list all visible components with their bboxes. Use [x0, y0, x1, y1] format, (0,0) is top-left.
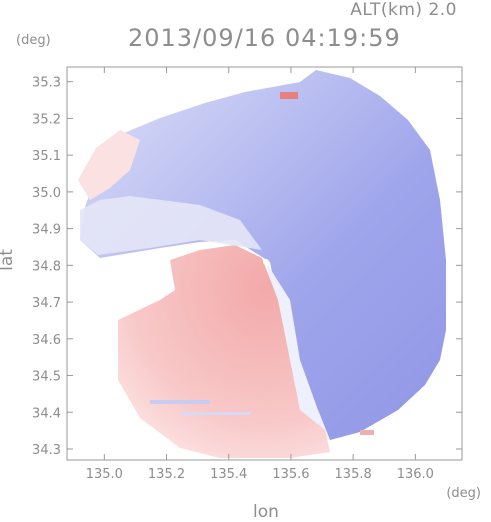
- x-tick-label: 135.0: [86, 467, 123, 482]
- x-axis-label: lon: [253, 502, 279, 522]
- axis-ticks: [67, 67, 462, 460]
- y-tick-label: 34.4: [32, 406, 61, 421]
- y-tick-label: 34.8: [32, 259, 61, 274]
- lon-unit-label: (deg): [446, 486, 481, 501]
- x-tick-label: 136.0: [397, 467, 434, 482]
- x-tick-label: 135.2: [148, 467, 185, 482]
- altitude-label: ALT(km) 2.0: [350, 0, 457, 20]
- velocity-field: [78, 70, 446, 458]
- y-tick-label: 34.5: [32, 370, 61, 385]
- y-tick-label: 34.7: [32, 296, 61, 311]
- y-tick-label: 34.3: [32, 443, 61, 458]
- y-tick-label: 35.3: [32, 76, 61, 91]
- x-tick-label: 135.6: [272, 467, 309, 482]
- x-tick-label: 135.4: [210, 467, 247, 482]
- lat-unit-label: (deg): [16, 33, 51, 48]
- timestamp-title: 2013/09/16 04:19:59: [128, 24, 401, 52]
- plot-frame: [66, 66, 463, 461]
- y-tick-label: 35.0: [32, 186, 61, 201]
- x-tick-label: 135.8: [335, 467, 372, 482]
- y-tick-label: 34.6: [32, 333, 61, 348]
- y-tick-label: 35.2: [32, 112, 61, 127]
- axis-tick-labels: 135.0 135.2 135.4 135.6 135.8 136.0 34.3 34.4 34…: [32, 76, 434, 482]
- y-tick-label: 35.1: [32, 149, 61, 164]
- y-tick-label: 34.9: [32, 223, 61, 238]
